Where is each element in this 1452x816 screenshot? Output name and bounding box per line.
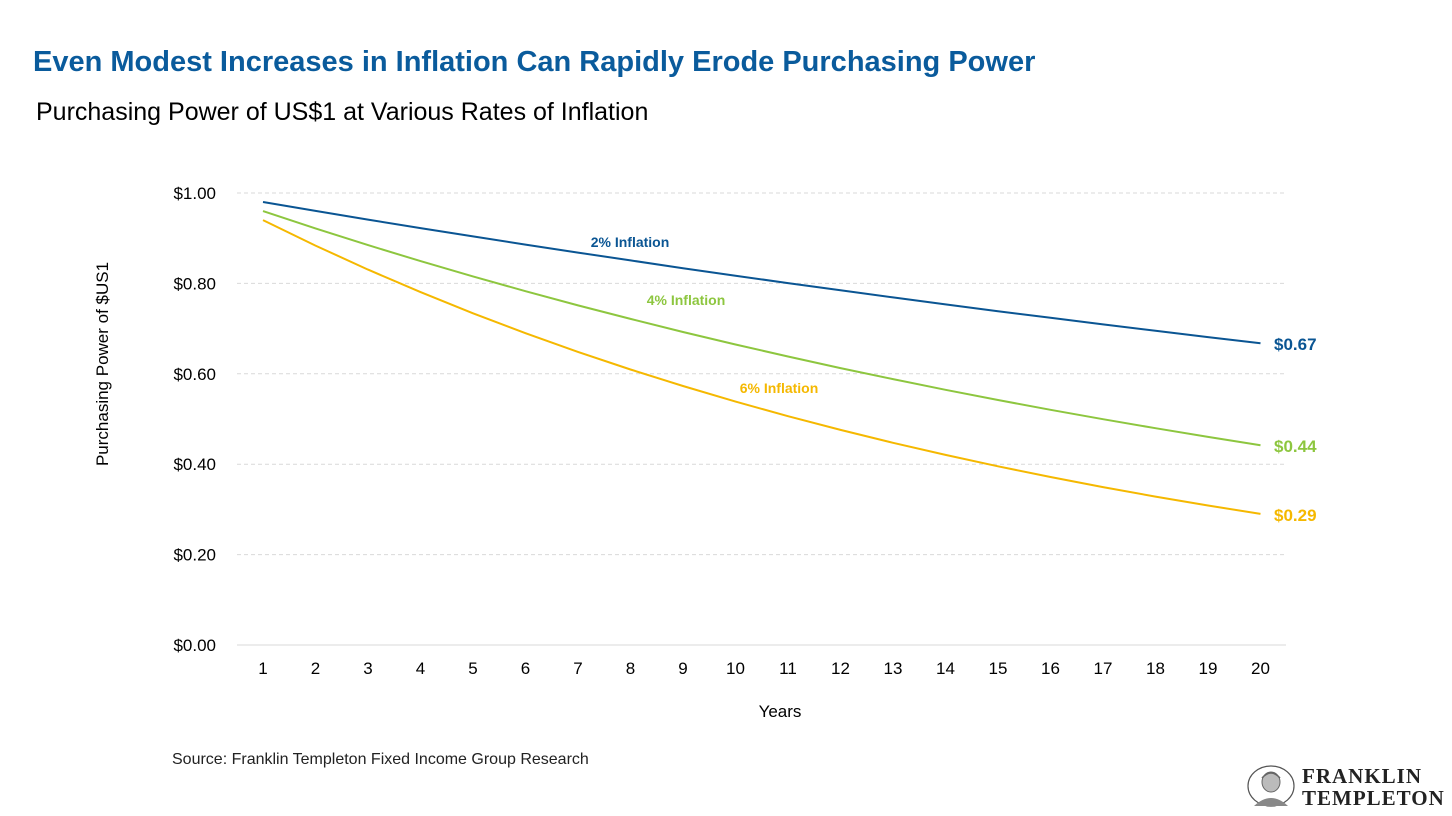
series-line-2 xyxy=(262,210,1261,447)
x-tick-label: 11 xyxy=(779,659,797,678)
x-axis-ticks: 1 2 3 4 5 6 7 8 9 10 11 12 13 14 15 16 17 18 19 20 xyxy=(258,659,1270,678)
end-value-label: $0.67 xyxy=(1274,335,1317,354)
y-tick-label: $0.80 xyxy=(173,274,216,293)
franklin-portrait-icon xyxy=(1247,765,1295,807)
x-tick-label: 7 xyxy=(573,659,582,678)
y-axis-title: Purchasing Power of $US1 xyxy=(93,262,112,466)
series-line-3 xyxy=(262,219,1261,515)
series-name-label: 4% Inflation xyxy=(647,292,726,308)
x-tick-label: 9 xyxy=(678,659,687,678)
x-tick-label: 4 xyxy=(416,659,425,678)
y-tick-label: $0.00 xyxy=(173,636,216,655)
x-tick-label: 19 xyxy=(1199,659,1218,678)
series-labels: 2% Inflation $0.67 4% Inflation $0.44 6% Inf… xyxy=(591,234,1317,525)
y-tick-label: $0.60 xyxy=(173,365,216,384)
x-tick-label: 17 xyxy=(1094,659,1113,678)
logo-line-2: TEMPLETON xyxy=(1302,786,1445,810)
franklin-templeton-logo: FRANKLIN TEMPLETON xyxy=(1246,764,1446,810)
x-tick-label: 18 xyxy=(1146,659,1165,678)
logo-wordmark: FRANKLIN TEMPLETON xyxy=(1302,765,1445,809)
x-axis-title: Years xyxy=(759,702,802,721)
end-value-label: $0.44 xyxy=(1274,437,1317,456)
series-line-1 xyxy=(262,201,1261,345)
x-tick-label: 15 xyxy=(989,659,1008,678)
series-lines xyxy=(262,201,1261,515)
y-tick-label: $0.20 xyxy=(173,546,216,565)
series-name-label: 2% Inflation xyxy=(591,234,670,250)
gridlines xyxy=(237,192,1286,646)
x-tick-label: 3 xyxy=(363,659,372,678)
x-tick-label: 16 xyxy=(1041,659,1060,678)
x-tick-label: 20 xyxy=(1251,659,1270,678)
y-tick-label: $0.40 xyxy=(173,455,216,474)
source-note: Source: Franklin Templeton Fixed Income … xyxy=(172,751,589,768)
x-tick-label: 8 xyxy=(626,659,635,678)
x-tick-label: 12 xyxy=(831,659,850,678)
x-tick-label: 6 xyxy=(521,659,530,678)
x-tick-label: 1 xyxy=(258,659,267,678)
x-tick-label: 14 xyxy=(936,659,955,678)
series-name-label: 6% Inflation xyxy=(740,380,819,396)
x-tick-label: 2 xyxy=(311,659,320,678)
y-axis-ticks: $0.00 $0.20 $0.40 $0.60 $0.80 $1.00 xyxy=(173,184,216,655)
chart-title: Even Modest Increases in Inflation Can R… xyxy=(33,46,1036,78)
x-tick-label: 5 xyxy=(468,659,477,678)
y-tick-label: $1.00 xyxy=(173,184,216,203)
x-tick-label: 13 xyxy=(884,659,903,678)
x-tick-label: 10 xyxy=(726,659,745,678)
chart-subtitle: Purchasing Power of US$1 at Various Rate… xyxy=(36,98,649,126)
logo-line-1: FRANKLIN xyxy=(1302,764,1423,788)
end-value-label: $0.29 xyxy=(1274,506,1317,525)
